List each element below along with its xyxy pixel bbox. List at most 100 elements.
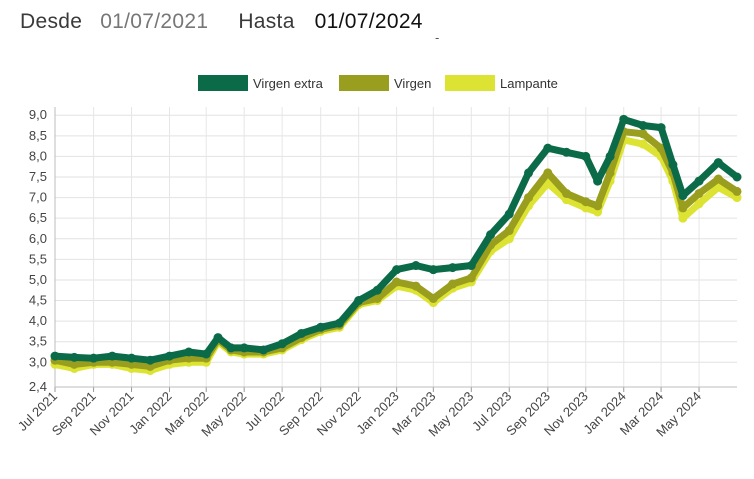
data-point — [638, 121, 648, 131]
y-tick-label: 6,0 — [29, 231, 47, 246]
y-tick-label: 4,5 — [29, 293, 47, 308]
y-tick-label: 2,4 — [29, 379, 47, 394]
data-point — [89, 353, 99, 363]
data-point — [316, 322, 326, 332]
data-point — [694, 199, 704, 209]
y-tick-label: 8,5 — [29, 128, 47, 143]
data-point — [713, 158, 723, 168]
data-point — [392, 265, 402, 275]
data-point — [296, 328, 306, 338]
series-line-lampante — [51, 136, 741, 374]
to-date-field[interactable]: 01/07/2024 — [314, 10, 423, 33]
data-point — [201, 349, 211, 359]
data-point — [239, 343, 249, 353]
data-point — [428, 265, 438, 275]
series-line-virgen-extra — [51, 115, 741, 364]
data-point — [524, 193, 534, 203]
y-tick-label: 9,0 — [29, 107, 47, 122]
data-point — [107, 357, 117, 367]
data-point — [656, 123, 666, 133]
data-point — [581, 151, 591, 161]
separator-dash: - — [435, 30, 440, 45]
data-point — [581, 197, 591, 207]
data-point — [50, 351, 60, 361]
data-point — [213, 333, 223, 343]
data-point — [69, 359, 79, 369]
legend-label: Virgen — [394, 76, 431, 91]
data-point — [678, 191, 688, 201]
data-point — [411, 281, 421, 291]
data-point — [638, 139, 648, 149]
data-point — [593, 176, 603, 186]
legend-item-virgen[interactable]: Virgen — [339, 75, 431, 91]
from-date-field[interactable]: 01/07/2021 — [100, 10, 209, 33]
y-tick-label: 4,0 — [29, 313, 47, 328]
chart-series — [50, 114, 742, 376]
data-point — [372, 293, 382, 303]
chart-grid — [54, 107, 737, 388]
data-point — [448, 263, 458, 273]
date-filter: Desde 01/07/2021 Hasta 01/07/2024 — [20, 10, 423, 40]
data-point — [732, 186, 742, 196]
data-point — [466, 273, 476, 283]
data-point — [127, 359, 137, 369]
data-point — [638, 129, 648, 139]
data-point — [605, 168, 615, 178]
data-point — [69, 352, 79, 362]
data-point — [694, 176, 704, 186]
legend-item-virgen-extra[interactable]: Virgen extra — [198, 75, 324, 91]
data-point — [145, 361, 155, 371]
data-point — [258, 345, 268, 355]
data-point — [486, 230, 496, 240]
y-tick-label: 3,0 — [29, 354, 47, 369]
data-point — [543, 143, 553, 153]
data-point — [668, 160, 678, 170]
data-point — [678, 213, 688, 223]
data-point — [593, 207, 603, 217]
data-point — [732, 172, 742, 182]
data-point — [334, 318, 344, 328]
y-tick-label: 8,0 — [29, 148, 47, 163]
data-point — [713, 174, 723, 184]
y-tick-label: 5,0 — [29, 272, 47, 287]
data-point — [504, 226, 514, 236]
data-point — [127, 353, 137, 363]
data-point — [732, 193, 742, 203]
data-point — [354, 296, 364, 306]
data-point — [619, 114, 629, 124]
y-tick-label: 3,5 — [29, 334, 47, 349]
data-point — [411, 261, 421, 271]
data-point — [164, 351, 174, 361]
to-label: Hasta — [238, 10, 295, 33]
data-point — [543, 168, 553, 178]
from-label: Desde — [20, 10, 83, 33]
data-point — [372, 285, 382, 295]
data-point — [277, 339, 287, 349]
data-point — [524, 168, 534, 178]
data-point — [694, 188, 704, 198]
data-point — [184, 347, 194, 357]
legend-swatch — [198, 75, 248, 91]
data-point — [466, 261, 476, 271]
y-tick-label: 7,5 — [29, 169, 47, 184]
chart-legend: Virgen extra Virgen Lampante — [198, 75, 558, 91]
legend-swatch — [339, 75, 389, 91]
data-point — [392, 277, 402, 287]
data-point — [593, 201, 603, 211]
legend-item-lampante[interactable]: Lampante — [445, 75, 558, 91]
data-point — [504, 209, 514, 219]
data-point — [428, 293, 438, 303]
data-point — [145, 355, 155, 365]
data-point — [107, 351, 117, 361]
y-tick-label: 5,5 — [29, 251, 47, 266]
data-point — [605, 151, 615, 161]
data-point — [226, 343, 236, 353]
legend-label: Lampante — [500, 76, 558, 91]
data-point — [448, 279, 458, 289]
series-line-virgen — [51, 128, 741, 370]
data-point — [678, 203, 688, 213]
y-tick-label: 7,0 — [29, 190, 47, 205]
y-tick-label: 6,5 — [29, 210, 47, 225]
data-point — [562, 147, 571, 157]
